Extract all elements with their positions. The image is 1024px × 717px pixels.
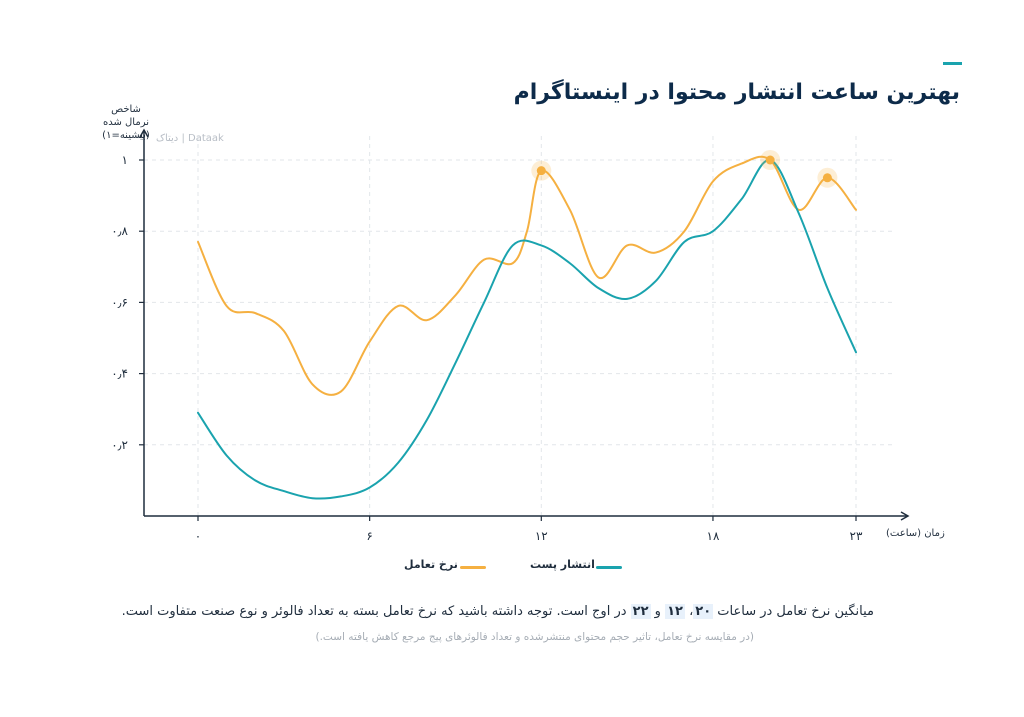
x-axis-label: زمان (ساعت) (886, 528, 945, 539)
legend-swatch-engagement (460, 566, 486, 569)
x-axis-arrow (900, 511, 910, 521)
x-tick-label: ۶ (366, 529, 372, 543)
footnote-separator-1: ، (684, 604, 694, 619)
chart-title: بهترین ساعت انتشار محتوا در اینستاگرام (513, 80, 960, 105)
y-tick-label: ۰٫۶ (111, 295, 128, 309)
y-axis-label: شاخص نرمال شده (بیشینه=۱) (96, 103, 156, 142)
x-tick-label: ۱۲ (535, 529, 548, 543)
footnote-suffix: در اوج است. توجه داشته باشید که نرخ تعام… (121, 604, 631, 619)
x-tick-label: ۰ (195, 529, 201, 543)
legend-swatch-posting (596, 566, 622, 569)
y-tick-label: ۰٫۴ (111, 367, 128, 381)
y-axis-label-line-3: (بیشینه=۱) (102, 130, 150, 141)
footnote: میانگین نرخ تعامل در ساعات ۲۰، ۱۲ و ۲۲ د… (122, 604, 874, 619)
subnote: (در مقایسه نرخ تعامل، تاثیر حجم محتوای م… (315, 631, 755, 643)
footnote-hour-12: ۱۲ (665, 604, 685, 619)
peak-point (822, 173, 832, 183)
peak-point (536, 166, 546, 176)
x-tick-label: ۲۳ (850, 529, 863, 543)
posting-line (197, 159, 857, 500)
y-axis-label-line-2: نرمال شده (102, 117, 149, 128)
y-axis-arrow (139, 128, 149, 138)
y-axis-label-line-1: شاخص (111, 104, 141, 115)
footnote-hour-20: ۲۰ (693, 604, 714, 619)
engagement-rate-line (197, 155, 857, 396)
y-tick-label: ۰٫۲ (111, 438, 128, 452)
peak-point (765, 155, 775, 165)
legend-label-engagement: نرخ تعامل (404, 558, 458, 571)
watermark: دیتاک | Dataak (156, 133, 224, 144)
title-accent-bar (943, 62, 962, 65)
footnote-prefix: میانگین نرخ تعامل در ساعات (713, 604, 874, 619)
footnote-separator-2: و (650, 604, 666, 619)
legend-label-posting: انتشار پست (530, 558, 595, 571)
x-tick-label: ۱۸ (707, 529, 720, 543)
y-tick-label: ۱ (122, 153, 128, 167)
y-tick-label: ۰٫۸ (111, 224, 128, 238)
footnote-hour-22: ۲۲ (630, 604, 651, 619)
